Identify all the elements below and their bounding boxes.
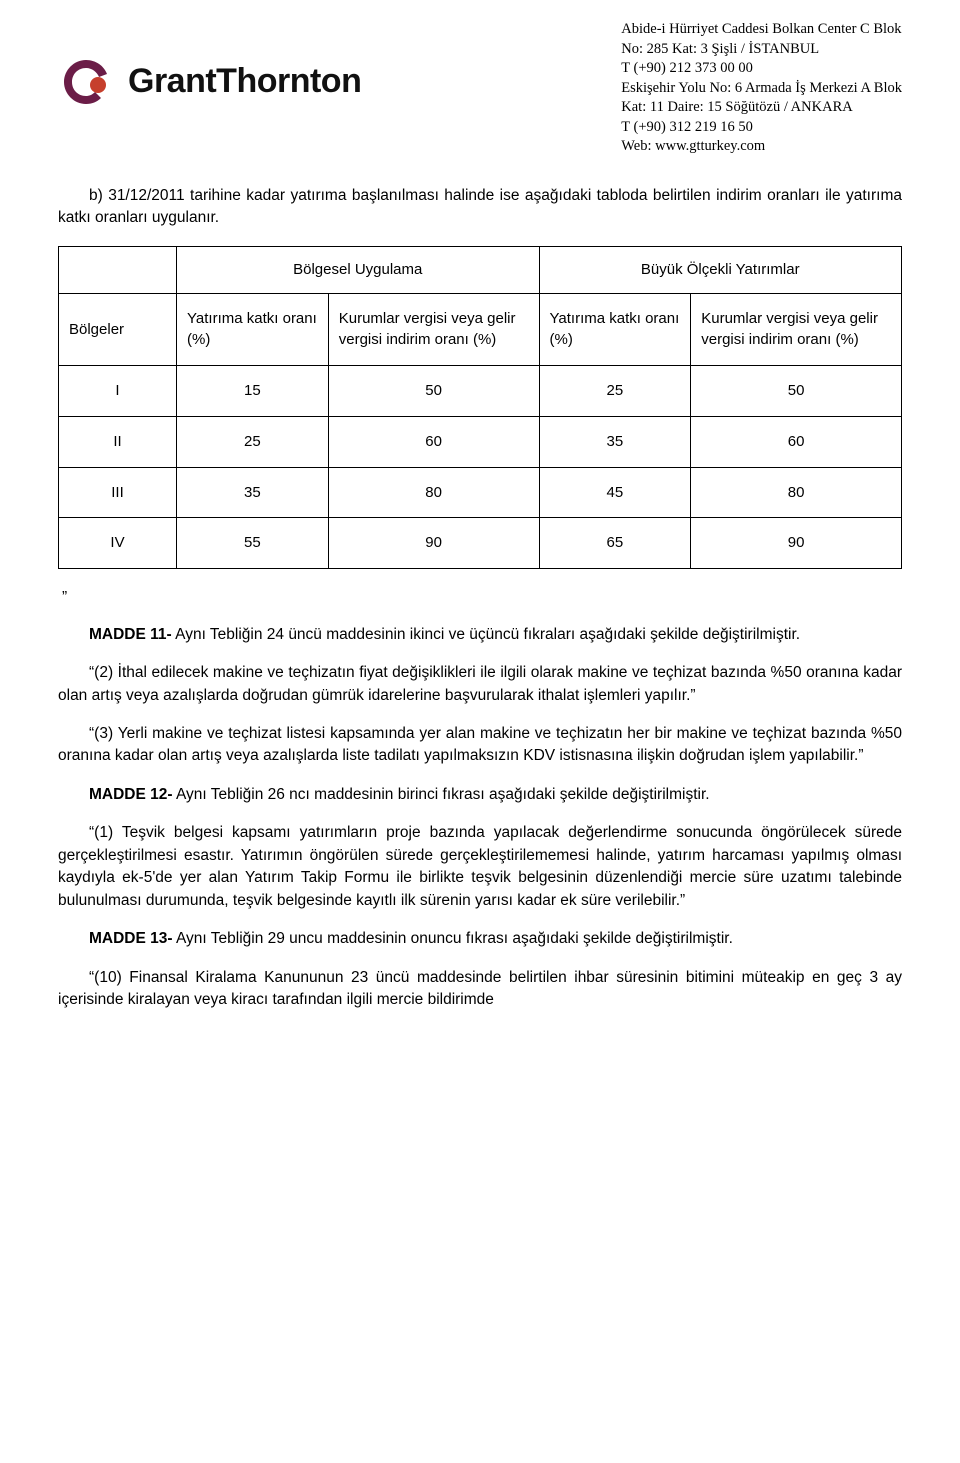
madde-12-label: MADDE 12- [89, 786, 173, 803]
col-header-indirim1: Kurumlar vergisi veya gelir vergisi indi… [328, 293, 539, 366]
cell-value: 50 [691, 366, 902, 417]
address-line: T (+90) 212 373 00 00 [621, 59, 902, 79]
madde-11-heading: MADDE 11- Aynı Tebliğin 24 üncü maddesin… [58, 624, 902, 646]
col-header-katki1: Yatırıma katkı oranı (%) [177, 293, 329, 366]
cell-value: 15 [177, 366, 329, 417]
cell-region: IV [59, 518, 177, 569]
table-group-empty [59, 246, 177, 293]
cell-region: III [59, 467, 177, 518]
page-header: GrantThornton Abide-i Hürriyet Caddesi B… [58, 20, 902, 157]
table-column-header-row: Bölgeler Yatırıma katkı oranı (%) Kuruml… [59, 293, 902, 366]
address-line: No: 285 Kat: 3 Şişli / İSTANBUL [621, 40, 902, 60]
madde-13-heading: MADDE 13- Aynı Tebliğin 29 uncu maddesin… [58, 928, 902, 950]
cell-value: 25 [539, 366, 691, 417]
madde-11-label: MADDE 11- [89, 626, 172, 643]
cell-value: 80 [691, 467, 902, 518]
madde-12-heading: MADDE 12- Aynı Tebliğin 26 ncı maddesini… [58, 784, 902, 806]
col-header-katki2: Yatırıma katkı oranı (%) [539, 293, 691, 366]
cell-value: 55 [177, 518, 329, 569]
logo-text: GrantThornton [128, 57, 361, 106]
regions-table: Bölgesel Uygulama Büyük Ölçekli Yatırıml… [58, 246, 902, 569]
table-group-left: Bölgesel Uygulama [177, 246, 539, 293]
address-block: Abide-i Hürriyet Caddesi Bolkan Center C… [621, 20, 902, 157]
logo-block: GrantThornton [58, 54, 361, 110]
cell-value: 35 [539, 416, 691, 467]
cell-value: 45 [539, 467, 691, 518]
madde-11-para-2: “(2) İthal edilecek makine ve teçhizatın… [58, 662, 902, 707]
address-line: Abide-i Hürriyet Caddesi Bolkan Center C… [621, 20, 902, 40]
cell-region: I [59, 366, 177, 417]
table-row: IV 55 90 65 90 [59, 518, 902, 569]
madde-11-rest: Aynı Tebliğin 24 üncü maddesinin ikinci … [172, 626, 800, 643]
address-line: Web: www.gtturkey.com [621, 137, 902, 157]
cell-value: 60 [691, 416, 902, 467]
madde-12-rest: Aynı Tebliğin 26 ncı maddesinin birinci … [173, 786, 710, 803]
table-row: III 35 80 45 80 [59, 467, 902, 518]
cell-region: II [59, 416, 177, 467]
cell-value: 90 [691, 518, 902, 569]
madde-13-rest: Aynı Tebliğin 29 uncu maddesinin onuncu … [173, 930, 733, 947]
cell-value: 80 [328, 467, 539, 518]
madde-13-label: MADDE 13- [89, 930, 173, 947]
address-line: T (+90) 312 219 16 50 [621, 118, 902, 138]
col-header-indirim2: Kurumlar vergisi veya gelir vergisi indi… [691, 293, 902, 366]
col-header-bolgeler: Bölgeler [59, 293, 177, 366]
intro-paragraph: b) 31/12/2011 tarihine kadar yatırıma ba… [58, 185, 902, 230]
madde-13-para-10: “(10) Finansal Kiralama Kanununun 23 ünc… [58, 967, 902, 1012]
table-group-right: Büyük Ölçekli Yatırımlar [539, 246, 902, 293]
grant-thornton-icon [58, 54, 114, 110]
cell-value: 60 [328, 416, 539, 467]
cell-value: 25 [177, 416, 329, 467]
cell-value: 65 [539, 518, 691, 569]
address-line: Eskişehir Yolu No: 6 Armada İş Merkezi A… [621, 79, 902, 99]
cell-value: 35 [177, 467, 329, 518]
madde-11-para-3: “(3) Yerli makine ve teçhizat listesi ka… [58, 723, 902, 768]
table-row: II 25 60 35 60 [59, 416, 902, 467]
closing-quote-mark: ” [62, 587, 902, 609]
madde-12-para-1: “(1) Teşvik belgesi kapsamı yatırımların… [58, 822, 902, 912]
cell-value: 50 [328, 366, 539, 417]
table-group-header-row: Bölgesel Uygulama Büyük Ölçekli Yatırıml… [59, 246, 902, 293]
table-row: I 15 50 25 50 [59, 366, 902, 417]
cell-value: 90 [328, 518, 539, 569]
address-line: Kat: 11 Daire: 15 Söğütözü / ANKARA [621, 98, 902, 118]
